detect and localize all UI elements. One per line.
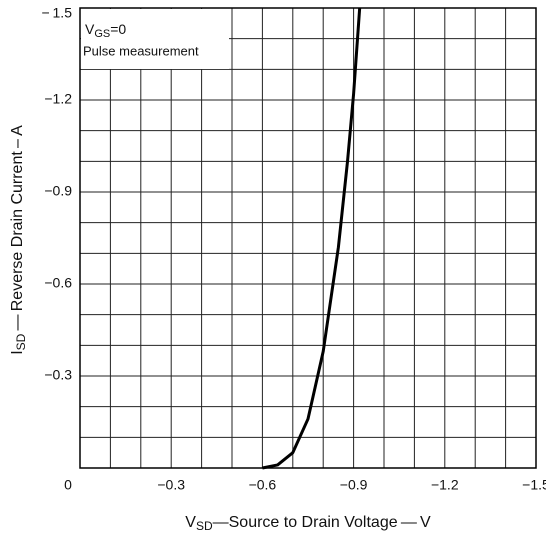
y-tick-label: − 1.5 bbox=[42, 5, 73, 21]
y-label-subscript: SD bbox=[14, 333, 28, 350]
x-tick-label: −0.6 bbox=[249, 477, 277, 493]
annotation: VGS=0 bbox=[85, 21, 126, 40]
x-tick-label: −0.9 bbox=[340, 477, 368, 493]
annotation-symbol: V bbox=[85, 21, 95, 37]
y-tick-label: −1.2 bbox=[44, 91, 72, 107]
annotation: Pulse measurement bbox=[83, 43, 199, 58]
x-axis-label: VSD—Source to Drain Voltage — V bbox=[185, 514, 431, 533]
annotation-subscript: GS bbox=[94, 28, 110, 40]
plot-frame bbox=[79, 7, 537, 469]
annotation-box bbox=[81, 9, 229, 69]
x-tick-label: −1.5 bbox=[522, 477, 546, 493]
x-label-subscript: SD bbox=[196, 519, 213, 533]
x-tick-label: −1.2 bbox=[431, 477, 459, 493]
x-tick-label: −0.3 bbox=[157, 477, 185, 493]
y-tick-label: −0.9 bbox=[44, 183, 72, 199]
x-label-symbol: V bbox=[185, 514, 196, 531]
y-axis-label: ISD — Reverse Drain Current – A bbox=[9, 125, 28, 355]
x-label-text: —Source to Drain Voltage — V bbox=[213, 514, 431, 531]
y-label-symbol: I bbox=[9, 350, 26, 354]
y-tick-label: −0.3 bbox=[44, 367, 72, 383]
x-tick-label: 0 bbox=[64, 477, 72, 493]
annotation-text: =0 bbox=[110, 21, 126, 37]
y-tick-label: −0.6 bbox=[44, 275, 72, 291]
curve bbox=[262, 7, 362, 470]
y-label-text: — Reverse Drain Current – A bbox=[9, 125, 26, 334]
